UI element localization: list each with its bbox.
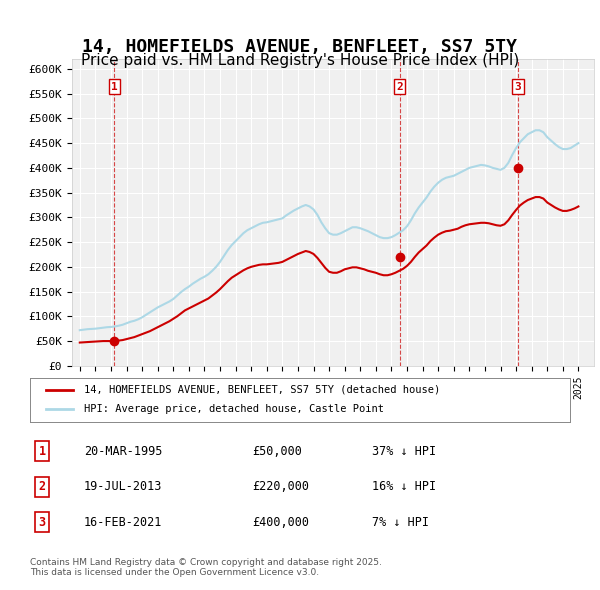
Text: 16% ↓ HPI: 16% ↓ HPI bbox=[372, 480, 436, 493]
Text: HPI: Average price, detached house, Castle Point: HPI: Average price, detached house, Cast… bbox=[84, 405, 384, 414]
Text: 7% ↓ HPI: 7% ↓ HPI bbox=[372, 516, 429, 529]
Text: 20-MAR-1995: 20-MAR-1995 bbox=[84, 445, 163, 458]
Text: 1: 1 bbox=[38, 445, 46, 458]
Text: £400,000: £400,000 bbox=[252, 516, 309, 529]
Text: £50,000: £50,000 bbox=[252, 445, 302, 458]
Text: Price paid vs. HM Land Registry's House Price Index (HPI): Price paid vs. HM Land Registry's House … bbox=[81, 53, 519, 68]
Text: Contains HM Land Registry data © Crown copyright and database right 2025.
This d: Contains HM Land Registry data © Crown c… bbox=[30, 558, 382, 577]
Text: £220,000: £220,000 bbox=[252, 480, 309, 493]
Text: 3: 3 bbox=[515, 81, 521, 91]
Text: 19-JUL-2013: 19-JUL-2013 bbox=[84, 480, 163, 493]
Text: 14, HOMEFIELDS AVENUE, BENFLEET, SS7 5TY (detached house): 14, HOMEFIELDS AVENUE, BENFLEET, SS7 5TY… bbox=[84, 385, 440, 395]
Text: 14, HOMEFIELDS AVENUE, BENFLEET, SS7 5TY: 14, HOMEFIELDS AVENUE, BENFLEET, SS7 5TY bbox=[83, 38, 517, 57]
Text: 1: 1 bbox=[111, 81, 118, 91]
Text: 2: 2 bbox=[38, 480, 46, 493]
Text: 3: 3 bbox=[38, 516, 46, 529]
Text: 37% ↓ HPI: 37% ↓ HPI bbox=[372, 445, 436, 458]
Text: 16-FEB-2021: 16-FEB-2021 bbox=[84, 516, 163, 529]
Text: 2: 2 bbox=[397, 81, 403, 91]
